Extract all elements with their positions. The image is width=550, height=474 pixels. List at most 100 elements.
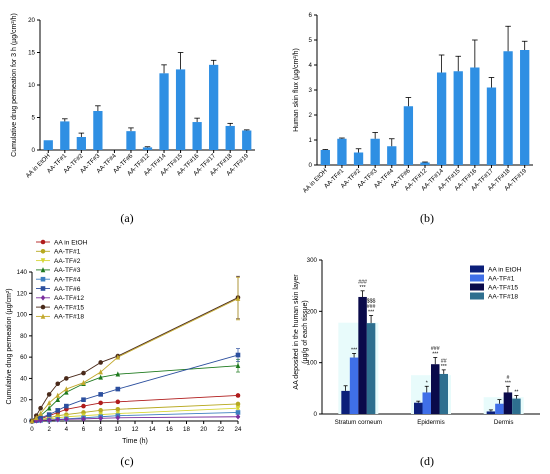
significance-mark: # [506, 375, 509, 381]
significance-mark: *** [432, 352, 438, 358]
y-tick-label: 3 [309, 87, 313, 94]
y-tick-label: 1 [309, 137, 313, 144]
bar [453, 71, 463, 165]
legend-marker [40, 295, 46, 301]
data-point [115, 399, 121, 405]
data-point [235, 362, 241, 368]
data-point [55, 416, 61, 423]
x-tick-label: AA in EtOH [302, 167, 329, 194]
x-tick-label: 6 [82, 426, 86, 433]
bar [436, 72, 447, 165]
y-tick-label: 300 [307, 257, 318, 264]
x-axis-label: Time (h) [122, 438, 148, 445]
bar [225, 125, 235, 150]
bar [387, 146, 397, 165]
legend-marker [40, 276, 46, 282]
x-tick-label: AA in EtOH [25, 152, 52, 179]
x-tick-label: 12 [132, 426, 139, 433]
significance-mark: $$$ [367, 299, 376, 305]
data-point [115, 354, 121, 360]
legend-marker [40, 286, 46, 291]
y-tick-label: 20 [20, 397, 27, 404]
bar [349, 357, 359, 414]
bar [422, 392, 431, 414]
data-point [115, 386, 121, 392]
x-tick-label: 22 [217, 426, 224, 433]
panel-label: (d) [420, 454, 434, 468]
bar [486, 411, 496, 414]
y-tick-label: 140 [17, 269, 28, 276]
data-point [115, 415, 121, 421]
legend-label: AA-TF#18 [54, 314, 84, 321]
y-tick-label: 60 [20, 354, 27, 361]
data-point [81, 416, 86, 422]
x-tick-label: Epidermis [417, 419, 445, 426]
y-axis-label-unit: (µg/g of each tissue) [302, 300, 309, 364]
x-tick-label: 0 [30, 426, 34, 433]
x-tick-label: 8 [99, 426, 103, 433]
legend-label: AA-TF#1 [54, 249, 81, 256]
y-tick-label: 200 [307, 308, 318, 315]
bar [209, 64, 219, 150]
y-tick-label: 6 [309, 12, 313, 19]
data-point [235, 413, 241, 420]
y-tick-label: 0 [32, 147, 36, 154]
legend-label: AA in EtOH [488, 266, 522, 273]
y-axis-label: AA deposited in the human skin layer [293, 274, 300, 390]
data-point [81, 403, 86, 409]
bar [341, 390, 350, 414]
panel-label: (c) [120, 454, 133, 468]
significance-mark: ## [441, 358, 447, 364]
bar [358, 296, 367, 414]
bar [370, 138, 380, 165]
bar [486, 87, 497, 165]
legend-marker [40, 313, 46, 319]
legend-label: AA-TF#6 [54, 286, 81, 293]
bar [439, 373, 448, 414]
legend-swatch [470, 265, 484, 273]
x-tick-label: 10 [114, 426, 121, 433]
data-point [46, 392, 52, 397]
legend-marker [40, 258, 46, 264]
data-point [64, 403, 69, 409]
x-tick-label: 2 [47, 426, 51, 433]
significance-mark: ### [358, 279, 367, 285]
x-tick-label: 20 [200, 426, 207, 433]
data-point [115, 406, 121, 412]
bar [142, 147, 153, 150]
y-tick-label: 5 [309, 37, 313, 44]
legend-label: AA-TF#3 [54, 267, 81, 274]
bar [43, 140, 53, 150]
significance-mark: ** [514, 390, 518, 396]
data-point [235, 405, 241, 412]
significance-mark: ### [367, 304, 376, 310]
data-point [235, 410, 241, 415]
legend-label: AA-TF#15 [488, 284, 518, 291]
legend-marker [40, 239, 46, 245]
bar [175, 69, 186, 150]
x-tick-label: 16 [166, 426, 173, 433]
bar [520, 50, 530, 165]
bar [337, 138, 347, 165]
data-point [46, 405, 52, 411]
data-point [38, 405, 43, 411]
bar [93, 111, 103, 150]
series-line [31, 354, 239, 422]
y-axis-label: Cumulative drug permeation (µg/cm²) [6, 288, 13, 404]
data-point [235, 393, 241, 398]
significance-mark: *** [368, 309, 374, 315]
data-point [33, 415, 39, 421]
data-point [46, 400, 52, 406]
bar [495, 403, 504, 414]
y-tick-label: 40 [20, 375, 27, 382]
bar [353, 152, 364, 165]
y-tick-label: 0 [309, 162, 313, 169]
panel-label: (a) [120, 211, 133, 225]
x-tick-label: 14 [149, 426, 156, 433]
data-point [98, 392, 103, 397]
legend-label: AA-TF#18 [488, 293, 518, 300]
significance-mark: ### [431, 346, 440, 352]
legend-swatch [470, 283, 484, 291]
